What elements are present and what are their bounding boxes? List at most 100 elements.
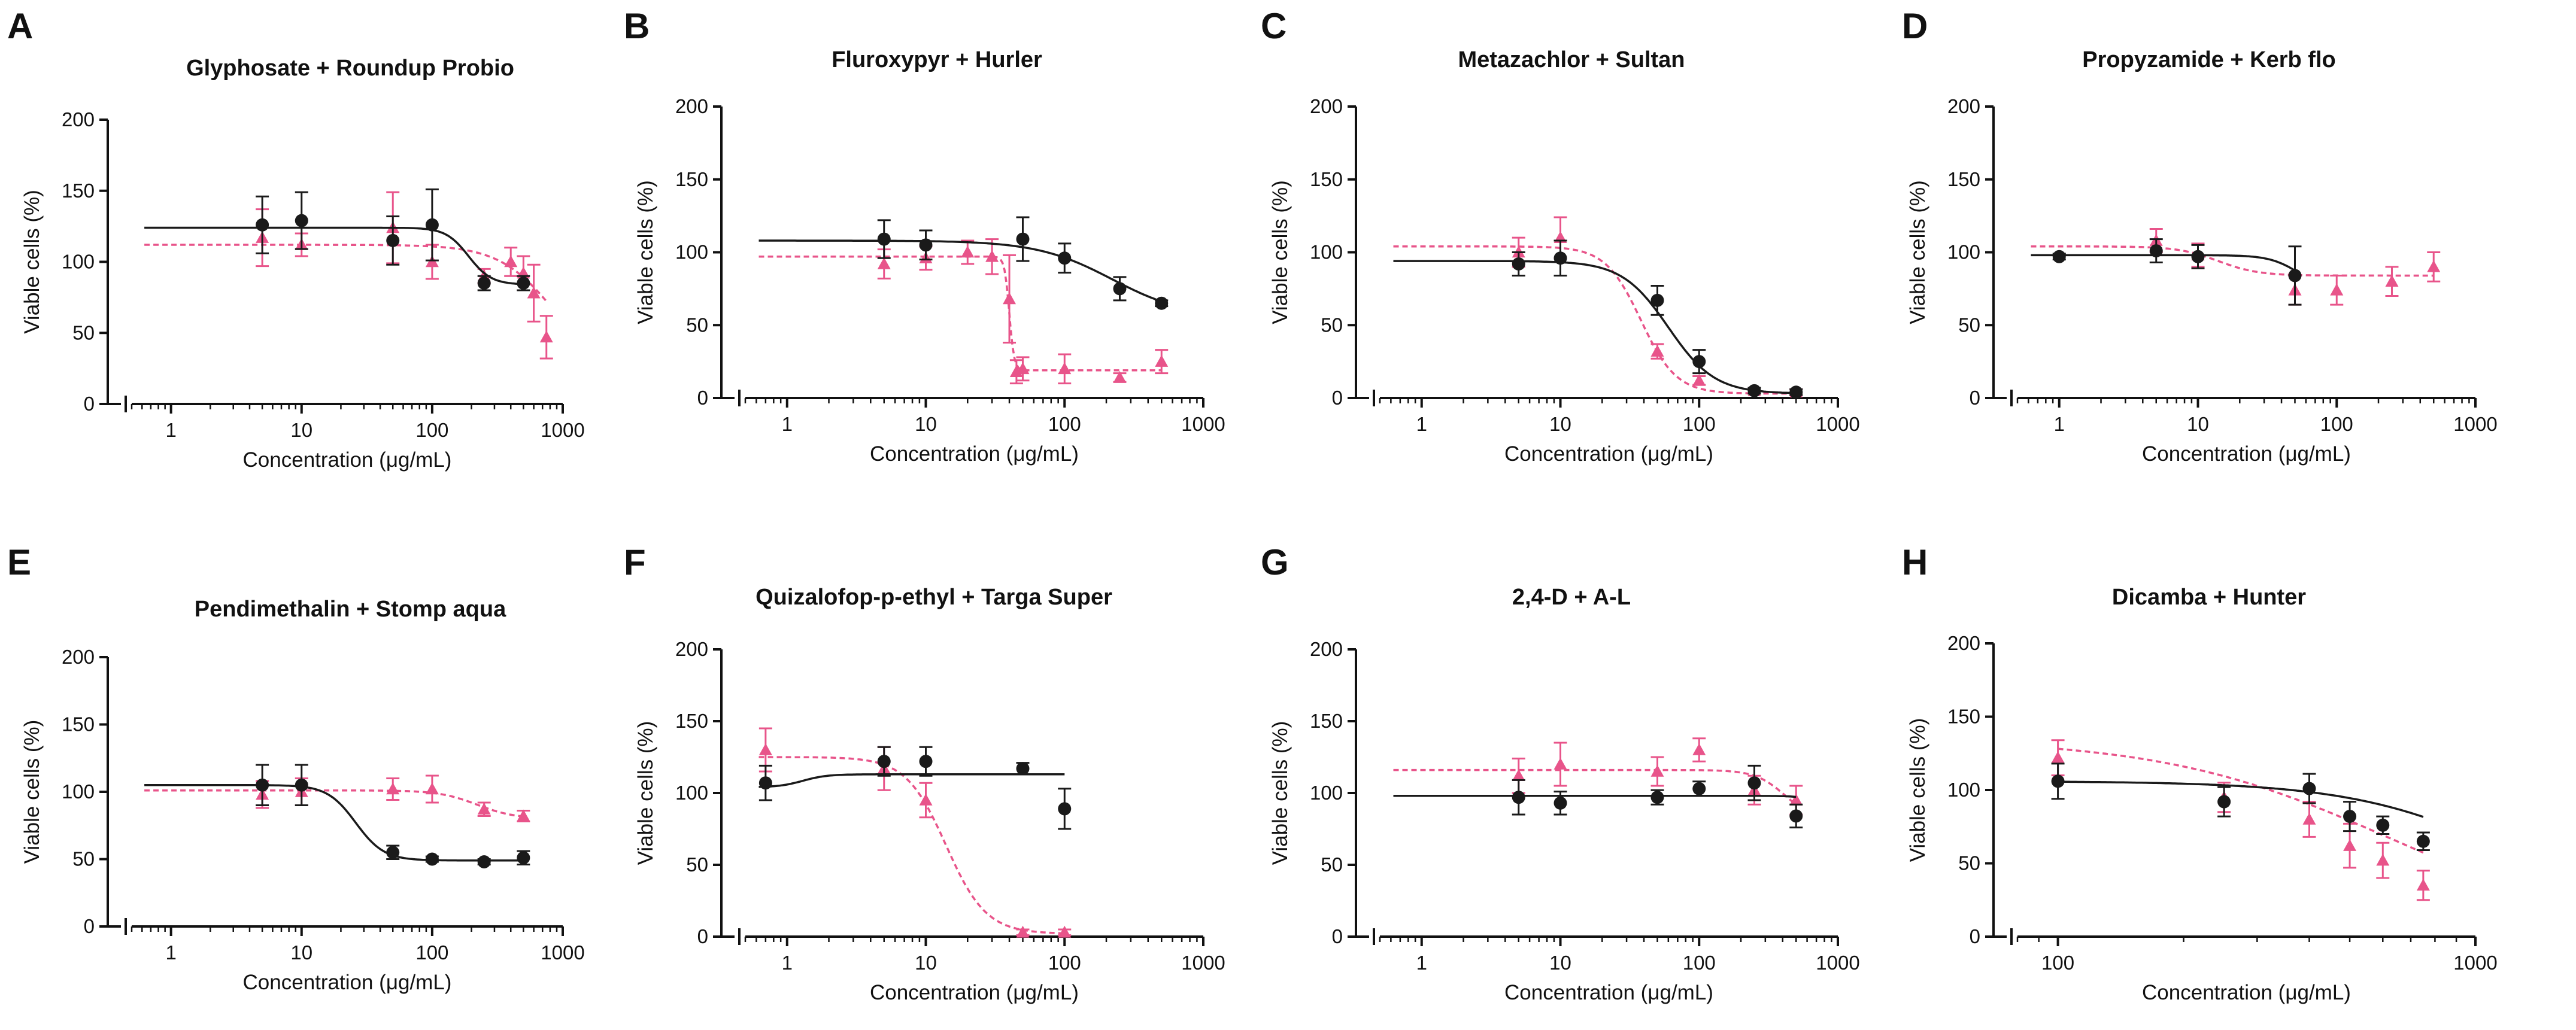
data-point-circle bbox=[2376, 818, 2390, 832]
panel-title: 2,4-D + A-L bbox=[1512, 585, 1631, 610]
y-tick-label: 50 bbox=[1958, 852, 1980, 874]
y-tick-label: 100 bbox=[62, 251, 95, 273]
fit-curve-black bbox=[144, 784, 524, 862]
x-tick-label: 10 bbox=[1549, 952, 1571, 974]
y-tick-label: 100 bbox=[675, 782, 708, 804]
y-axis-label: Viable cells (%) bbox=[1906, 718, 1929, 862]
y-tick-label: 200 bbox=[62, 646, 95, 668]
panel-letter: G bbox=[1261, 542, 1289, 582]
data-point-circle bbox=[2149, 244, 2163, 258]
x-tick-label: 1 bbox=[165, 419, 176, 441]
y-tick-label: 150 bbox=[1310, 710, 1343, 732]
y-tick-label: 50 bbox=[72, 848, 95, 870]
y-tick-label: 50 bbox=[686, 314, 708, 336]
panel-letter: E bbox=[7, 542, 31, 582]
panel-e: E Pendimethalin + Stomp aqua 0 50 100 150 200 V… bbox=[7, 542, 585, 994]
x-tick-label: 10 bbox=[290, 941, 312, 964]
data-point-triangle bbox=[425, 782, 439, 795]
data-point-circle bbox=[2052, 250, 2066, 263]
panel-title: Fluroxypyr + Hurler bbox=[832, 47, 1042, 72]
y-tick-label: 100 bbox=[62, 780, 95, 803]
x-tick-label: 1 bbox=[782, 952, 793, 974]
fit-curve-black bbox=[758, 239, 1162, 303]
data-point-circle bbox=[256, 778, 269, 792]
data-point-triangle bbox=[2343, 839, 2357, 851]
y-tick-label: 150 bbox=[675, 168, 708, 190]
y-tick-label: 100 bbox=[1310, 241, 1343, 263]
data-point-triangle bbox=[2330, 283, 2344, 296]
data-point-triangle bbox=[985, 250, 999, 262]
x-axis-label: Concentration (μg/mL) bbox=[2142, 981, 2351, 1004]
data-point-circle bbox=[2051, 774, 2065, 788]
data-point-circle bbox=[1747, 776, 1761, 790]
data-point-circle bbox=[386, 846, 400, 859]
data-point-circle bbox=[1058, 251, 1072, 265]
data-point-triangle bbox=[2302, 813, 2316, 825]
data-point-triangle bbox=[919, 794, 933, 806]
data-point-triangle bbox=[539, 330, 553, 343]
data-point-circle bbox=[1155, 296, 1169, 310]
data-point-triangle bbox=[961, 245, 975, 258]
x-tick-label: 1000 bbox=[2453, 952, 2497, 974]
fit-curve-black bbox=[2031, 254, 2296, 272]
x-tick-label: 10 bbox=[915, 413, 937, 435]
x-axis-label: Concentration (μg/mL) bbox=[2142, 442, 2351, 466]
x-axis-label: Concentration (μg/mL) bbox=[1504, 981, 1713, 1004]
data-point-circle bbox=[425, 852, 439, 866]
panel-letter: H bbox=[1902, 542, 1928, 582]
data-point-triangle bbox=[477, 803, 491, 815]
data-point-circle bbox=[2343, 810, 2357, 824]
data-point-circle bbox=[2217, 795, 2231, 809]
y-tick-label: 50 bbox=[72, 321, 95, 344]
y-tick-label: 150 bbox=[1947, 706, 1980, 728]
fit-curve-pink bbox=[144, 789, 524, 818]
x-tick-label: 100 bbox=[415, 941, 448, 964]
x-tick-label: 10 bbox=[290, 419, 312, 441]
data-point-circle bbox=[919, 238, 933, 252]
data-point-triangle bbox=[1512, 769, 1525, 781]
fit-curve-black bbox=[758, 773, 1065, 788]
y-tick-label: 150 bbox=[62, 713, 95, 736]
data-point-circle bbox=[477, 277, 491, 290]
panel-h: H Dicamba + Hunter 0 50 100 150 200 Viable cell… bbox=[1902, 542, 2498, 1004]
x-tick-label: 10 bbox=[1549, 413, 1571, 435]
data-point-triangle bbox=[1155, 355, 1169, 367]
data-point-circle bbox=[1692, 355, 1706, 369]
data-point-triangle bbox=[1016, 925, 1030, 938]
data-point-circle bbox=[295, 778, 308, 792]
data-point-circle bbox=[758, 776, 772, 790]
x-tick-label: 1000 bbox=[2453, 413, 2497, 435]
data-point-triangle bbox=[1016, 362, 1030, 375]
fit-curve-pink bbox=[1393, 768, 1797, 806]
panel-letter: A bbox=[7, 6, 33, 46]
x-tick-label: 100 bbox=[1683, 413, 1716, 435]
y-tick-label: 100 bbox=[675, 241, 708, 263]
x-axis-label: Concentration (μg/mL) bbox=[243, 448, 452, 472]
y-tick-label: 150 bbox=[675, 710, 708, 732]
y-tick-label: 150 bbox=[1947, 168, 1980, 190]
x-axis-label: Concentration (μg/mL) bbox=[870, 981, 1079, 1004]
y-axis-label: Viable cells (%) bbox=[634, 180, 657, 324]
y-tick-label: 200 bbox=[1310, 638, 1343, 660]
panel-d: D Propyzamide + Kerb flo 0 50 100 150 200 Viabl… bbox=[1902, 6, 2498, 466]
y-axis-label: Viable cells (%) bbox=[20, 720, 44, 864]
data-point-circle bbox=[425, 218, 439, 232]
y-axis-label: Viable cells (%) bbox=[1269, 180, 1292, 324]
data-point-circle bbox=[2288, 269, 2302, 282]
panel-title: Propyzamide + Kerb flo bbox=[2082, 47, 2335, 72]
y-tick-label: 0 bbox=[697, 925, 708, 947]
x-tick-label: 100 bbox=[2041, 952, 2074, 974]
data-point-circle bbox=[919, 755, 933, 768]
x-tick-label: 100 bbox=[1048, 952, 1081, 974]
data-point-triangle bbox=[1692, 373, 1706, 386]
fit-curve-pink bbox=[2058, 748, 2424, 854]
y-tick-label: 200 bbox=[675, 95, 708, 117]
x-tick-label: 1000 bbox=[1181, 952, 1225, 974]
y-axis-label: Viable cells (%) bbox=[634, 721, 657, 865]
data-point-circle bbox=[1554, 251, 1567, 265]
x-axis-label: Concentration (μg/mL) bbox=[870, 442, 1079, 466]
fit-curve-pink bbox=[144, 244, 548, 302]
data-point-circle bbox=[1058, 802, 1072, 816]
y-tick-label: 100 bbox=[1947, 241, 1980, 263]
y-tick-label: 0 bbox=[1332, 925, 1343, 947]
